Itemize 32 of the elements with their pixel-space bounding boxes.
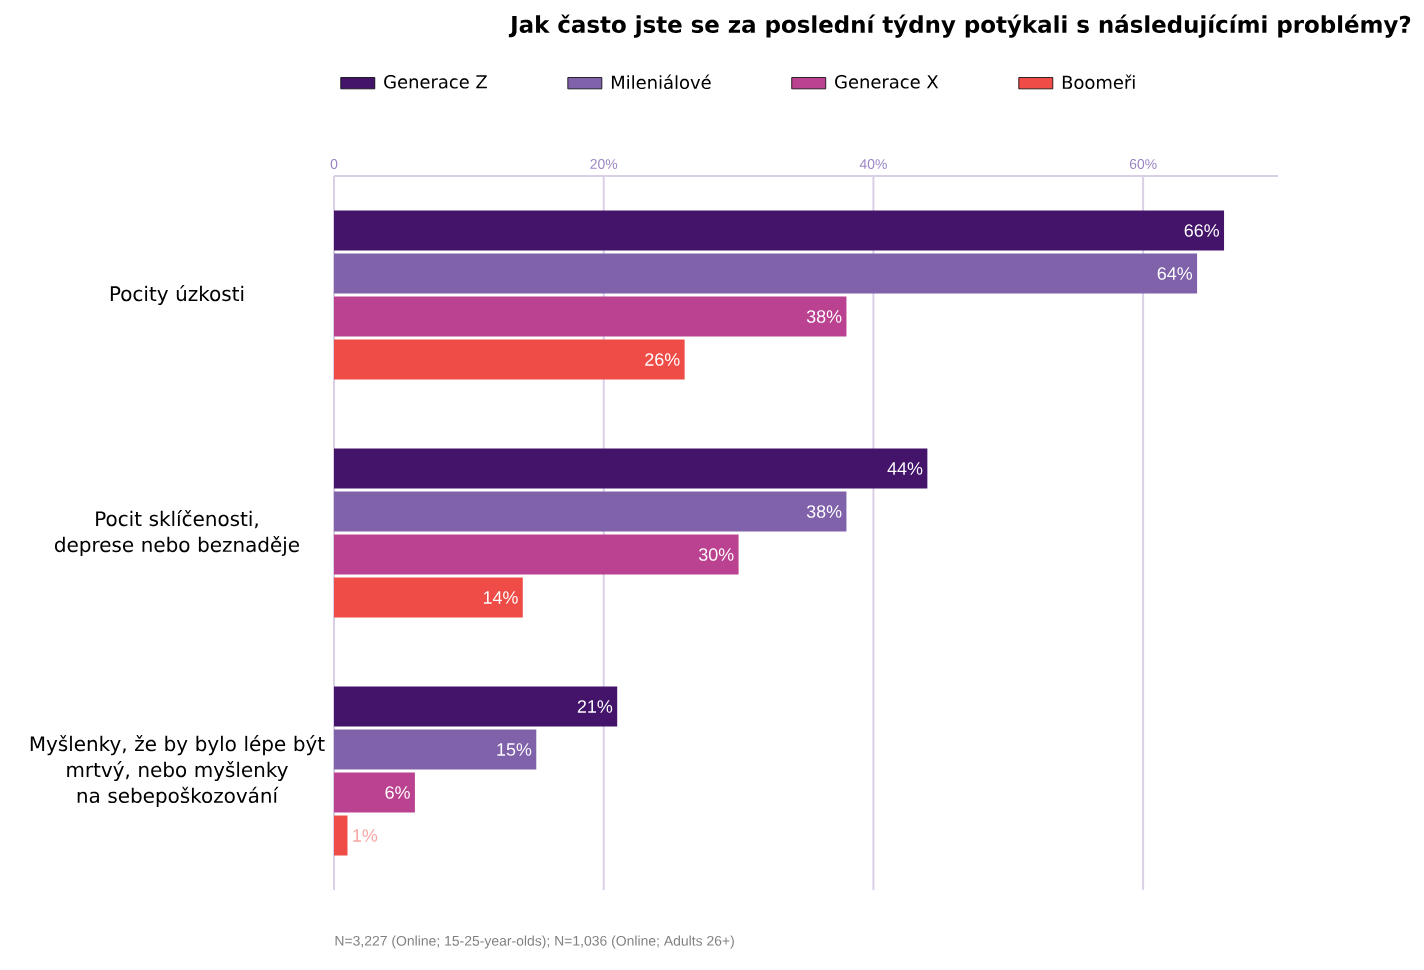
bar	[334, 210, 1225, 251]
legend-label: Generace Z	[384, 75, 487, 89]
bar	[334, 815, 348, 856]
legend-label: Boomeři	[1062, 74, 1135, 90]
data-label: 15%	[497, 743, 532, 756]
data-label: 38%	[806, 310, 842, 323]
y-tick-label: Myšlenky, že by bylo lépe být mrtvý, nebo myšlenky na sebepoškozování	[30, 735, 325, 807]
bar	[334, 448, 928, 489]
data-label: 66%	[1184, 224, 1220, 237]
bar	[334, 772, 415, 813]
data-label: 21%	[577, 700, 613, 713]
data-label: 30%	[698, 548, 734, 561]
data-label: 1%	[353, 829, 378, 842]
data-label: 6%	[385, 786, 410, 799]
data-label: 14%	[483, 591, 518, 604]
chart-title: Jak často jste se za poslední týdny potýkali s následujícími problémy?	[508, 14, 1411, 38]
bar	[334, 253, 1198, 294]
data-label: 26%	[645, 353, 680, 366]
bar	[334, 686, 618, 727]
y-tick-label: Pocity úzkosti	[110, 284, 244, 306]
data-label: 44%	[887, 462, 923, 475]
bar	[334, 339, 685, 380]
bar	[334, 534, 739, 575]
legend-label: Mileniálové	[611, 74, 711, 90]
bar	[334, 296, 847, 337]
legend-label: Generace X	[835, 75, 939, 89]
bar	[334, 577, 523, 618]
bar	[334, 729, 537, 770]
bar	[334, 491, 847, 532]
data-label: 38%	[806, 505, 842, 518]
data-label: 64%	[1157, 267, 1193, 280]
y-tick-label: Pocit sklíčenosti, deprese nebo beznaděje	[54, 510, 299, 557]
